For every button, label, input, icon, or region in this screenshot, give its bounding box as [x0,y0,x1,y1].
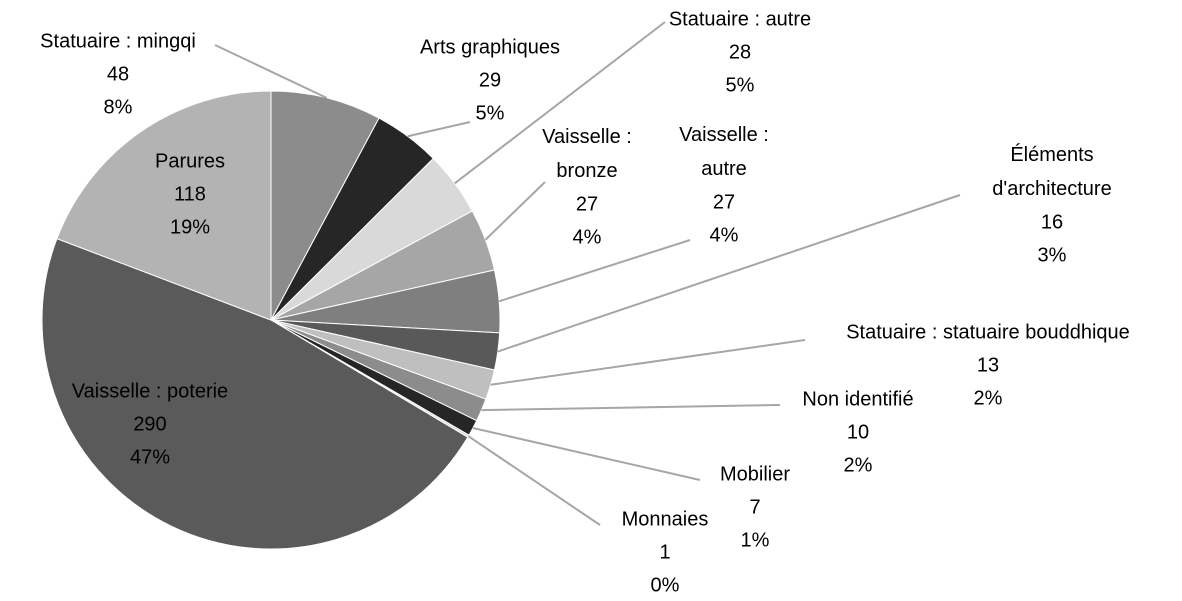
slice-label-percent: 5% [726,74,755,96]
leader-line [484,181,546,241]
slice-label-value: 29 [479,69,501,91]
slice-label-name: Mobilier [720,463,790,485]
slice-label-percent: 8% [104,96,133,118]
slice-label-percent: 5% [476,102,505,124]
slice-label-name: Vaisselle : bronze [542,126,632,182]
leader-line [498,239,691,303]
slice-label-value: 27 [576,193,598,215]
pie-slice [41,237,469,550]
leader-line [214,44,328,99]
slice-label-value: 118 [174,183,206,205]
slice-label-name: Statuaire : statuaire bouddhique [846,321,1130,343]
slice-label-value: 28 [729,41,751,63]
slice-label-value: 13 [977,354,999,376]
slice-label-name: Statuaire : autre [669,8,811,30]
slice-label-name: Éléments d'architecture [992,143,1111,200]
slice-label-percent: 2% [974,387,1003,409]
slice-label-percent: 0% [651,574,680,596]
leader-line [490,339,806,386]
slice-label-percent: 47% [130,446,170,468]
slice-label-name: Vaisselle : autre [679,124,769,180]
slice-label-name: Non identifié [802,388,913,410]
slice-label-percent: 2% [844,454,873,476]
pie-slice [56,90,272,321]
slice-label-value: 1 [659,541,670,563]
slice-label-name: Vaisselle : poterie [72,380,228,402]
leader-line [454,21,666,185]
leader-line [407,121,471,138]
slice-label-value: 48 [107,63,129,85]
leader-line [467,435,601,526]
leader-line [472,427,701,481]
slice-label-percent: 4% [573,226,602,248]
slice-label-percent: 4% [710,224,739,246]
slice-label-name: Statuaire : mingqi [40,30,196,52]
slice-label-name: Arts graphiques [420,36,560,58]
slice-label-value: 27 [713,191,735,213]
slice-label-value: 16 [1041,211,1063,233]
pie-slice [270,90,380,321]
slice-label-percent: 3% [1038,244,1067,266]
slice-label-value: 10 [847,421,869,443]
slice-label-percent: 19% [170,216,210,238]
leader-line [497,194,961,353]
slice-label-name: Parures [155,150,225,172]
slice-label-value: 7 [749,496,760,518]
leader-line [481,404,781,412]
slice-label-value: 290 [133,413,166,435]
slice-label-name: Monnaies [622,508,709,530]
slice-label-percent: 1% [741,529,770,551]
